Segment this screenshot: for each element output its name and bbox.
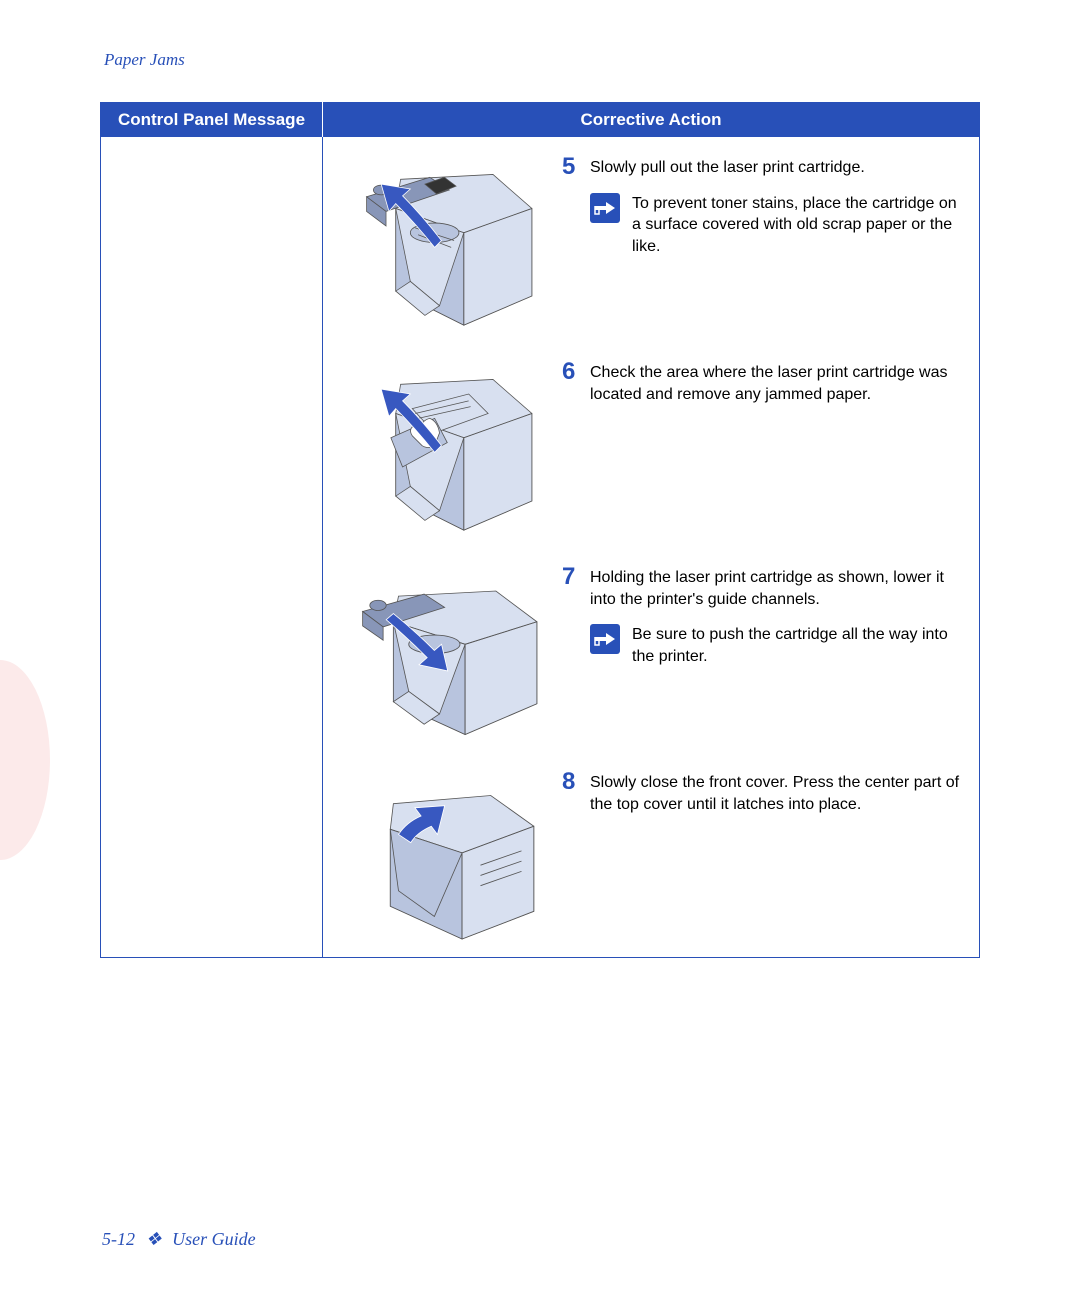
action-cell: 5 Slowly pull out the laser print cartri… <box>323 137 980 958</box>
step-illustration <box>337 565 542 740</box>
step-row: 7 Holding the laser print cartridge as s… <box>323 547 979 752</box>
step-text: Check the area where the laser print car… <box>590 360 965 535</box>
step-text-content: Holding the laser print cartridge as sho… <box>590 569 944 608</box>
step-text: Holding the laser print cartridge as sho… <box>590 565 965 740</box>
troubleshoot-table: Control Panel Message Corrective Action <box>100 102 980 958</box>
step-text-col: 8 Slowly close the front cover. Press th… <box>562 770 965 945</box>
step-row: 6 Check the area where the laser print c… <box>323 342 979 547</box>
note-text: Be sure to push the cartridge all the wa… <box>632 624 965 667</box>
step-text-col: 6 Check the area where the laser print c… <box>562 360 965 535</box>
step-number: 7 <box>562 565 580 740</box>
page-container: Paper Jams Control Panel Message Correct… <box>0 0 1080 1296</box>
step-text-content: Slowly close the front cover. Press the … <box>590 774 959 813</box>
step-text: Slowly pull out the laser print cartridg… <box>590 155 965 330</box>
message-cell <box>101 137 323 958</box>
step-text-content: Check the area where the laser print car… <box>590 364 948 403</box>
step-row: 8 Slowly close the front cover. Press th… <box>323 752 979 957</box>
note-box: Be sure to push the cartridge all the wa… <box>590 624 965 667</box>
step-text-content: Slowly pull out the laser print cartridg… <box>590 159 865 176</box>
step-illustration <box>337 360 542 535</box>
table-header-row: Control Panel Message Corrective Action <box>101 103 980 138</box>
note-text: To prevent toner stains, place the cartr… <box>632 193 965 258</box>
col-header-message: Control Panel Message <box>101 103 323 138</box>
arrow-icon <box>590 624 620 654</box>
step-text-col: 7 Holding the laser print cartridge as s… <box>562 565 965 740</box>
page-footer: 5-12 ❖ User Guide <box>102 1229 256 1250</box>
footer-separator: ❖ <box>146 1229 162 1249</box>
step-illustration <box>337 770 542 945</box>
step-number: 6 <box>562 360 580 535</box>
col-header-action: Corrective Action <box>323 103 980 138</box>
step-illustration <box>337 155 542 330</box>
step-text-col: 5 Slowly pull out the laser print cartri… <box>562 155 965 330</box>
step-row: 5 Slowly pull out the laser print cartri… <box>323 137 979 342</box>
table-body-row: 5 Slowly pull out the laser print cartri… <box>101 137 980 958</box>
step-number: 8 <box>562 770 580 945</box>
step-number: 5 <box>562 155 580 330</box>
section-header: Paper Jams <box>104 50 980 70</box>
note-box: To prevent toner stains, place the cartr… <box>590 193 965 258</box>
arrow-icon <box>590 193 620 223</box>
footer-label: User Guide <box>172 1229 256 1249</box>
page-number: 5-12 <box>102 1229 135 1249</box>
step-text: Slowly close the front cover. Press the … <box>590 770 965 945</box>
